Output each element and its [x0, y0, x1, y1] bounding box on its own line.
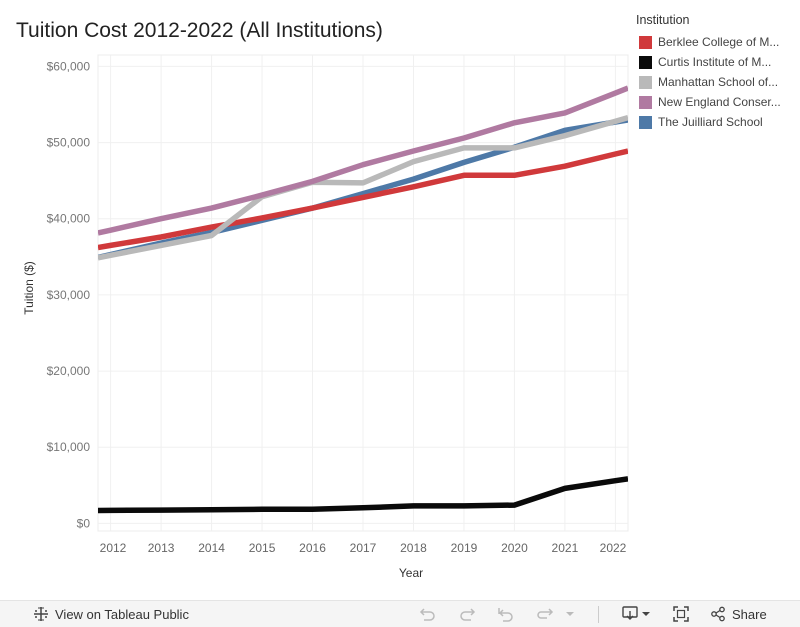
series-line — [98, 148, 628, 251]
tableau-logo-icon — [34, 607, 48, 621]
legend-label: Manhattan School of... — [658, 75, 779, 89]
legend-label: Curtis Institute of M... — [658, 55, 772, 69]
legend-item[interactable]: New England Conser... — [636, 92, 800, 112]
y-tick-label: $20,000 — [47, 364, 91, 378]
legend-item[interactable]: The Juilliard School — [636, 112, 800, 132]
x-tick-label: 2013 — [148, 541, 175, 555]
legend-item[interactable]: Manhattan School of... — [636, 72, 800, 92]
legend-swatch — [639, 75, 652, 89]
chevron-down-icon[interactable] — [565, 609, 575, 619]
download-icon[interactable] — [621, 605, 653, 623]
x-tick-label: 2014 — [198, 541, 225, 555]
legend-item[interactable]: Curtis Institute of M... — [636, 52, 800, 72]
y-tick-label: $10,000 — [47, 440, 91, 454]
view-on-tableau-public-link[interactable]: View on Tableau Public — [33, 606, 189, 622]
y-tick-label: $30,000 — [47, 288, 91, 302]
x-tick-label: 2012 — [100, 541, 127, 555]
legend-item[interactable]: Berklee College of M... — [636, 32, 800, 52]
x-tick-label: 2016 — [299, 541, 326, 555]
fullscreen-icon[interactable] — [672, 605, 690, 623]
series-line — [98, 85, 628, 236]
undo-icon[interactable] — [418, 605, 438, 623]
x-tick-label: 2018 — [400, 541, 427, 555]
x-tick-label: 2022 — [600, 541, 627, 555]
x-tick-label: 2015 — [249, 541, 276, 555]
legend-swatch — [639, 35, 652, 49]
legend-swatch — [639, 95, 652, 109]
view-on-tableau-public-label: View on Tableau Public — [55, 606, 189, 622]
x-tick-label: 2020 — [501, 541, 528, 555]
x-tick-label: 2017 — [350, 541, 377, 555]
legend-swatch — [639, 55, 652, 69]
x-tick-label: 2021 — [552, 541, 579, 555]
legend-label: The Juilliard School — [658, 115, 763, 129]
legend-swatch — [639, 115, 652, 129]
toolbar-divider — [598, 606, 599, 623]
line-chart: 2012 2013 2014 2015 2016 2017 2018 2019 2020 2021… — [22, 54, 629, 580]
share-icon — [711, 606, 725, 622]
tableau-toolbar: View on Tableau Public Share — [0, 600, 800, 627]
legend-label: New England Conser... — [658, 95, 781, 109]
x-axis-title: Year — [399, 566, 423, 580]
y-tick-label: $60,000 — [47, 59, 91, 73]
series-line — [98, 114, 628, 261]
legend: Institution Berklee College of M... Curt… — [636, 13, 800, 132]
y-tick-label: $0 — [77, 516, 91, 530]
legend-title: Institution — [636, 13, 690, 27]
share-button[interactable]: Share — [710, 606, 767, 622]
chart-title: Tuition Cost 2012-2022 (All Institutions… — [16, 19, 383, 42]
redo-icon[interactable] — [457, 605, 477, 623]
series-line — [98, 476, 628, 514]
x-tick-label: 2019 — [451, 541, 478, 555]
revert-icon[interactable] — [496, 605, 516, 623]
y-axis-title: Tuition ($) — [22, 261, 36, 315]
legend-label: Berklee College of M... — [658, 35, 780, 49]
share-label: Share — [732, 606, 767, 622]
refresh-icon[interactable] — [535, 605, 555, 623]
y-tick-label: $40,000 — [47, 212, 91, 226]
y-tick-label: $50,000 — [47, 136, 91, 150]
